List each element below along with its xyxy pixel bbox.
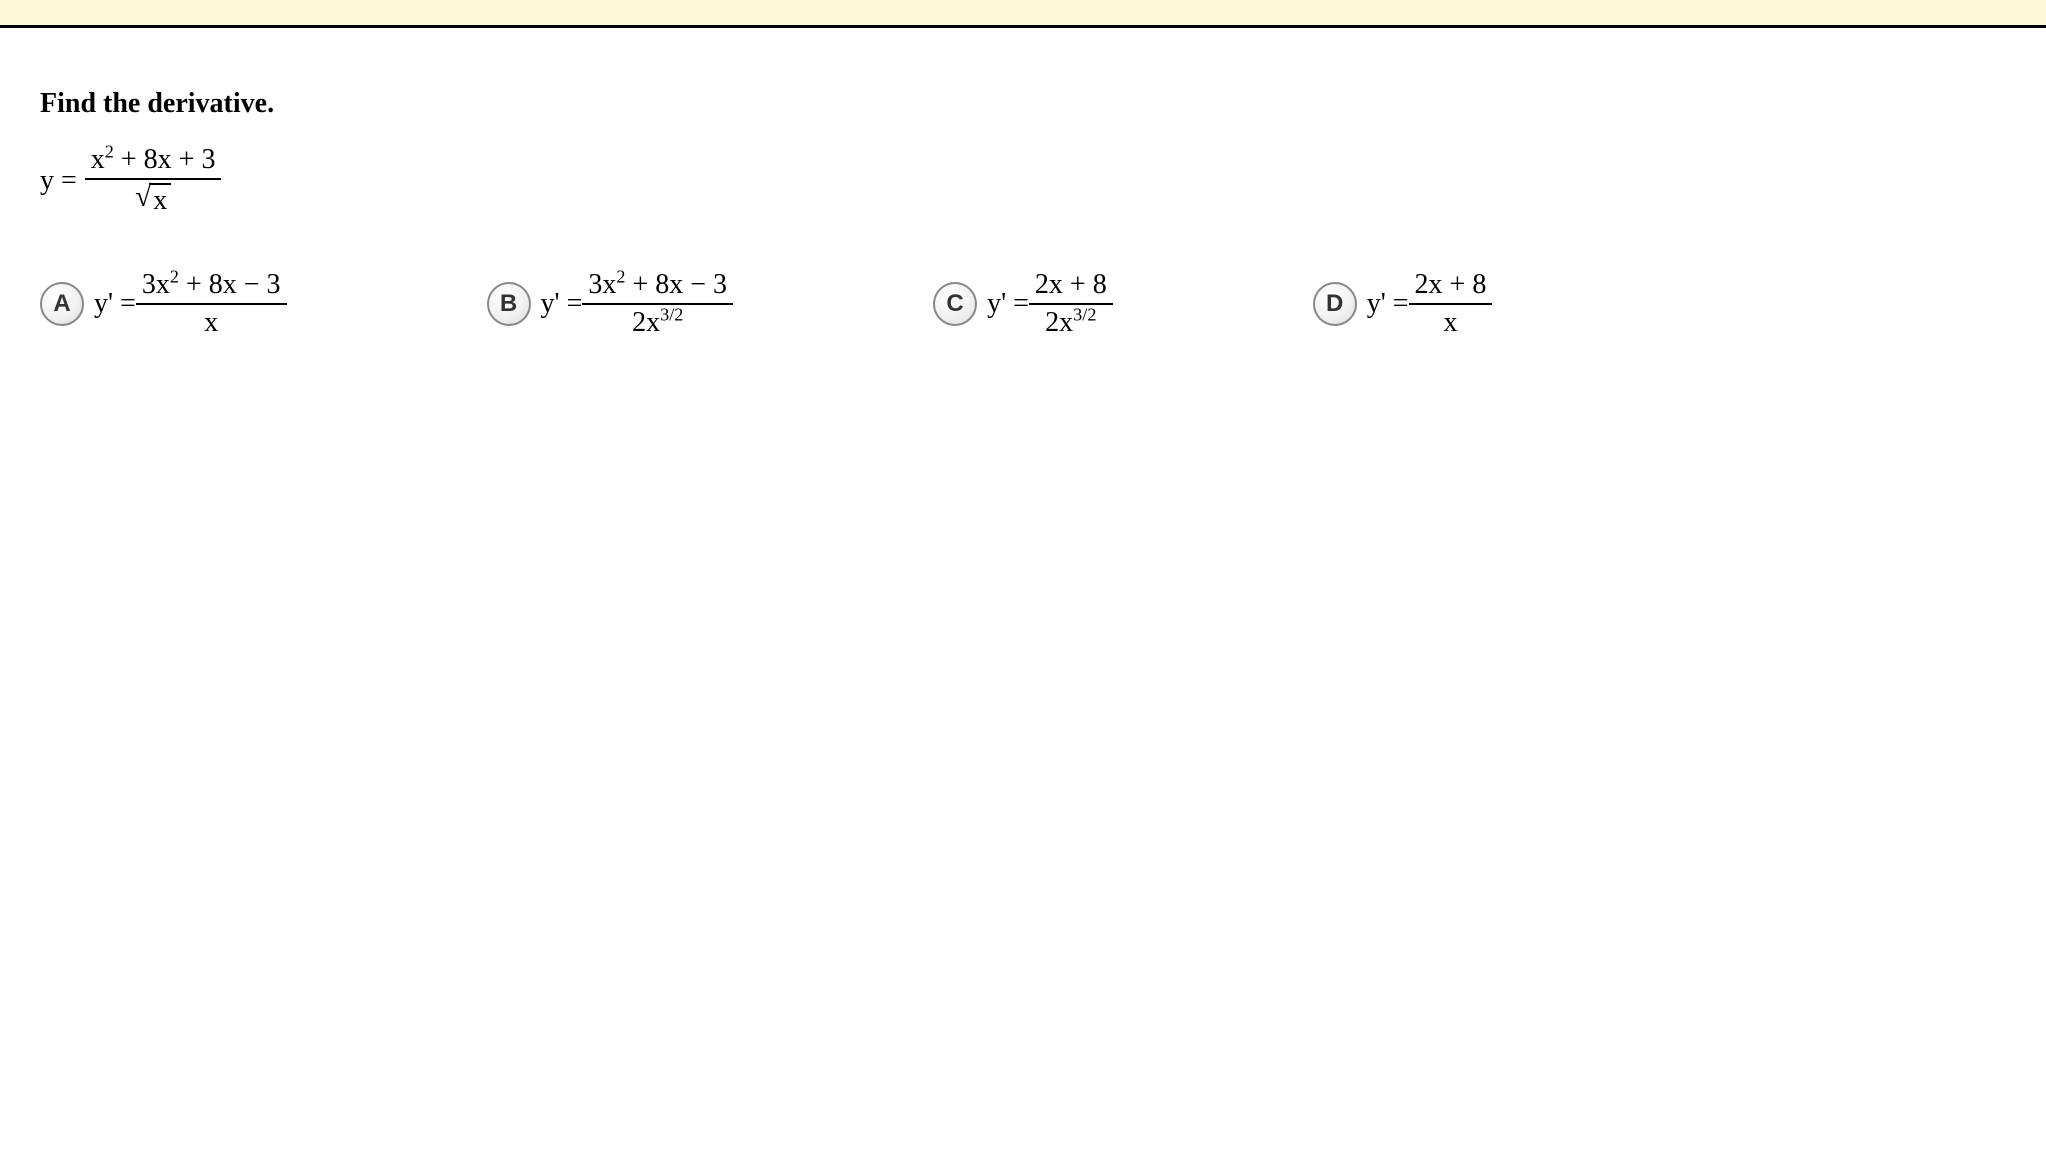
choice-equation-a: y' = 3x2 + 8x − 3 x [94, 269, 287, 339]
choice-prefix: y' = [1367, 288, 1409, 320]
choice-letter-a[interactable]: A [40, 282, 84, 326]
choice-a: A y' = 3x2 + 8x − 3 x [40, 269, 287, 339]
sqrt-arg: x [149, 183, 171, 217]
choice-letter-c[interactable]: C [933, 282, 977, 326]
choice-prefix: y' = [987, 288, 1029, 320]
choice-denominator: x [198, 305, 224, 339]
choice-fraction: 3x2 + 8x − 3 2x3/2 [582, 269, 733, 339]
choice-prefix: y' = [541, 288, 583, 320]
question-equation: y = x2 + 8x + 3 √ x [40, 144, 2006, 217]
choice-equation-b: y' = 3x2 + 8x − 3 2x3/2 [541, 269, 734, 339]
choice-d: D y' = 2x + 8 x [1313, 269, 1493, 339]
question-prompt: Find the derivative. [40, 88, 2006, 120]
answer-choices: A y' = 3x2 + 8x − 3 x B y' = 3x2 + 8x − … [40, 269, 2006, 339]
equation-fraction: x2 + 8x + 3 √ x [85, 144, 222, 217]
choice-denominator: 2x3/2 [626, 305, 689, 339]
choice-numerator: 2x + 8 [1029, 269, 1113, 305]
choice-denominator: 2x3/2 [1039, 305, 1102, 339]
choice-numerator: 3x2 + 8x − 3 [582, 269, 733, 305]
equation-denominator: √ x [129, 180, 177, 217]
choice-b: B y' = 3x2 + 8x − 3 2x3/2 [487, 269, 734, 339]
equation-prefix: y = [40, 165, 77, 197]
sqrt: √ x [135, 183, 171, 217]
choice-letter-d[interactable]: D [1313, 282, 1357, 326]
top-bar [0, 0, 2046, 28]
choice-equation-c: y' = 2x + 8 2x3/2 [987, 269, 1113, 339]
question-content: Find the derivative. y = x2 + 8x + 3 √ x… [0, 28, 2046, 399]
choice-denominator: x [1437, 305, 1463, 339]
choice-equation-d: y' = 2x + 8 x [1367, 269, 1493, 339]
choice-numerator: 2x + 8 [1409, 269, 1493, 305]
choice-fraction: 3x2 + 8x − 3 x [136, 269, 287, 339]
choice-fraction: 2x + 8 2x3/2 [1029, 269, 1113, 339]
choice-fraction: 2x + 8 x [1409, 269, 1493, 339]
choice-letter-b[interactable]: B [487, 282, 531, 326]
choice-c: C y' = 2x + 8 2x3/2 [933, 269, 1113, 339]
equation-numerator: x2 + 8x + 3 [85, 144, 222, 180]
choice-prefix: y' = [94, 288, 136, 320]
choice-numerator: 3x2 + 8x − 3 [136, 269, 287, 305]
